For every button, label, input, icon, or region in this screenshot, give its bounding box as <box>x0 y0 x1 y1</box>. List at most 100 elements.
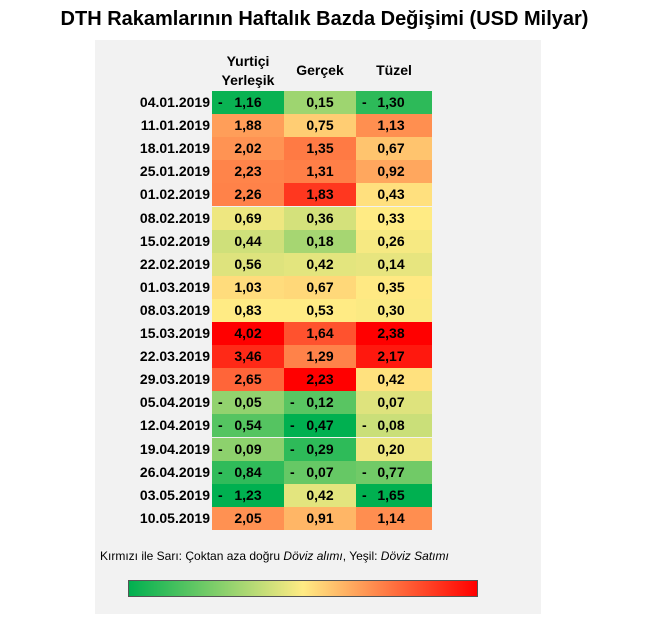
row-date-label: 10.05.2019 <box>139 509 210 526</box>
row-date-label: 08.03.2019 <box>139 301 210 318</box>
minus-sign: - <box>362 94 367 110</box>
cell-value: 0,20 <box>377 440 405 457</box>
table-cell: 2,23 <box>212 160 284 184</box>
table-cell: 0,43 <box>356 183 432 207</box>
table-cell: 0,44 <box>212 229 284 253</box>
table-cell: 0,53 <box>284 298 356 322</box>
cell-value: 3,46 <box>234 348 262 365</box>
minus-sign: - <box>290 394 295 411</box>
column-header: Tüzel <box>376 62 412 78</box>
cell-value: 0,77 <box>377 463 405 480</box>
table-cell: -0,84 <box>212 460 284 484</box>
table-cell: 1,13 <box>356 114 432 138</box>
legend-separator: , Yeşil: <box>342 549 381 563</box>
cell-value: 0,43 <box>377 186 405 203</box>
cell-value: 1,35 <box>306 140 334 157</box>
table-cell: 1,88 <box>212 114 284 138</box>
row-date-label: 15.02.2019 <box>139 232 210 249</box>
cell-value: 0,18 <box>306 232 334 249</box>
table-cell: 2,05 <box>212 506 284 530</box>
row-date-label: 01.02.2019 <box>139 186 210 203</box>
table-cell: 0,69 <box>212 206 284 230</box>
row-date-label: 11.01.2019 <box>140 117 210 134</box>
table-cell: -1,23 <box>212 483 284 507</box>
row-date-label: 08.02.2019 <box>139 209 210 226</box>
row-date-label: 22.02.2019 <box>139 255 210 272</box>
cell-value: 0,33 <box>377 209 405 226</box>
table-cell: 2,38 <box>356 322 432 345</box>
cell-value: 2,38 <box>377 325 405 341</box>
table-cell: 1,64 <box>284 322 356 345</box>
cell-value: 0,56 <box>234 255 262 272</box>
table-cell: 0,92 <box>356 160 432 184</box>
cell-value: 0,35 <box>377 278 405 295</box>
minus-sign: - <box>218 440 223 457</box>
table-cell: 0,18 <box>284 229 356 253</box>
table-cell: 0,42 <box>284 252 356 276</box>
cell-value: 1,03 <box>234 278 262 295</box>
table-cell: 0,67 <box>284 275 356 299</box>
row-date-label: 22.03.2019 <box>139 348 210 365</box>
cell-value: 0,42 <box>377 371 405 388</box>
table-cell: -1,65 <box>356 483 432 507</box>
table-cell: -0,77 <box>356 460 432 484</box>
cell-value: 0,07 <box>377 394 405 411</box>
minus-sign: - <box>290 463 295 480</box>
cell-value: 1,16 <box>234 94 262 110</box>
table-cell: 0,42 <box>284 483 356 507</box>
cell-value: 0,47 <box>306 417 334 434</box>
row-date-label: 26.04.2019 <box>139 463 210 480</box>
cell-value: 4,02 <box>234 325 262 341</box>
table-cell: 0,67 <box>356 137 432 161</box>
cell-value: 2,17 <box>377 348 405 365</box>
row-date-label: 18.01.2019 <box>139 140 210 157</box>
cell-value: 0,36 <box>306 209 334 226</box>
cell-value: 0,53 <box>306 301 334 318</box>
cell-value: 0,09 <box>234 440 262 457</box>
table-cell: -0,54 <box>212 414 284 438</box>
cell-value: 0,08 <box>377 417 405 434</box>
table-cell: 3,46 <box>212 345 284 369</box>
minus-sign: - <box>218 463 223 480</box>
minus-sign: - <box>218 486 223 503</box>
cell-value: 0,12 <box>306 394 334 411</box>
table-cell: 0,91 <box>284 506 356 530</box>
cell-value: 1,83 <box>306 186 334 203</box>
table-cell: 0,15 <box>284 91 356 114</box>
column-header-line1: Yurtiçi <box>226 53 270 69</box>
cell-value: 1,64 <box>306 325 334 341</box>
table-cell: 1,31 <box>284 160 356 184</box>
table-cell: 2,23 <box>284 368 356 392</box>
cell-value: 0,84 <box>234 463 262 480</box>
minus-sign: - <box>290 417 295 434</box>
table-cell: 0,56 <box>212 252 284 276</box>
cell-value: 2,23 <box>234 163 262 180</box>
cell-value: 0,83 <box>234 301 262 318</box>
table-cell: -0,29 <box>284 437 356 461</box>
table-cell: 0,20 <box>356 437 432 461</box>
table-cell: 1,14 <box>356 506 432 530</box>
minus-sign: - <box>290 440 295 457</box>
cell-value: 0,69 <box>234 209 262 226</box>
table-cell: 2,65 <box>212 368 284 392</box>
cell-value: 0,29 <box>306 440 334 457</box>
row-date-label: 19.04.2019 <box>139 440 210 457</box>
table-cell: 2,26 <box>212 183 284 207</box>
row-date-label: 03.05.2019 <box>139 486 210 503</box>
row-date-label: 01.03.2019 <box>139 278 210 295</box>
table-cell: 2,17 <box>356 345 432 369</box>
table-cell: 0,35 <box>356 275 432 299</box>
table-cell: -0,47 <box>284 414 356 438</box>
cell-value: 2,26 <box>234 186 262 203</box>
table-cell: 2,02 <box>212 137 284 161</box>
table-cell: 4,02 <box>212 322 284 345</box>
cell-value: 2,02 <box>234 140 262 157</box>
minus-sign: - <box>362 486 367 503</box>
column-header: Gerçek <box>296 62 344 78</box>
cell-value: 0,05 <box>234 394 262 411</box>
table-cell: -0,07 <box>284 460 356 484</box>
cell-value: 0,26 <box>377 232 405 249</box>
legend-caption: Kırmızı ile Sarı: Çoktan aza doğru Döviz… <box>100 549 449 563</box>
table-cell: 0,26 <box>356 229 432 253</box>
cell-value: 0,67 <box>377 140 405 157</box>
